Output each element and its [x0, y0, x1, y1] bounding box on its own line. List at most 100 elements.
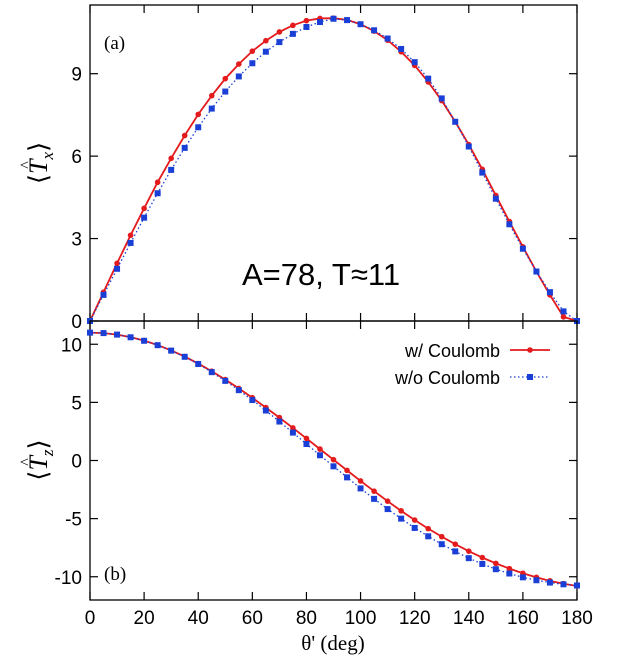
point-b-0	[384, 498, 391, 504]
ylabel-b-sub: z	[38, 449, 57, 457]
point-a-1	[533, 268, 540, 275]
point-b-1	[330, 463, 337, 470]
svg-text:⟨Tx⟩: ⟨Tx⟩	[24, 142, 57, 184]
point-b-1	[303, 440, 310, 447]
point-b-1	[479, 560, 486, 567]
point-a-0	[114, 260, 120, 267]
point-b-1	[533, 577, 540, 584]
x-tick-label: 60	[242, 608, 263, 629]
point-b-1	[344, 474, 351, 481]
point-a-1	[438, 95, 445, 102]
y-tick-label-b: 5	[71, 393, 82, 414]
y-tick-label-b: -10	[55, 568, 82, 589]
point-b-1	[208, 369, 215, 376]
point-b-1	[425, 533, 432, 540]
x-tick-label: 100	[345, 608, 377, 629]
point-a-1	[425, 75, 432, 82]
point-a-1	[519, 245, 526, 252]
point-b-1	[560, 581, 567, 588]
point-a-0	[154, 179, 161, 186]
point-a-1	[249, 60, 256, 67]
point-a-1	[289, 30, 296, 37]
point-b-0	[371, 488, 377, 494]
point-a-0	[560, 314, 567, 320]
point-b-1	[384, 506, 391, 513]
point-b-0	[398, 508, 404, 514]
legend-label-1: w/o Coulomb	[394, 368, 500, 388]
point-a-0	[208, 92, 215, 99]
point-b-1	[168, 347, 175, 354]
point-b-0	[411, 517, 418, 523]
panel-a-ylabel: ⟨Tx⟩ ^	[18, 142, 57, 184]
point-a-0	[127, 232, 134, 239]
point-a-0	[141, 205, 147, 212]
point-a-1	[154, 190, 161, 197]
point-b-1	[249, 397, 256, 404]
x-tick-label: 160	[507, 608, 539, 629]
point-a-1	[357, 21, 364, 28]
point-a-1	[303, 23, 310, 30]
point-a-1	[222, 88, 229, 95]
point-a-1	[452, 118, 459, 125]
panel-a: 0 3 6 9 (a) A=78, T≈11 ⟨Tx⟩ ^	[18, 4, 580, 333]
point-b-0	[479, 554, 486, 561]
point-b-1	[316, 452, 323, 459]
point-b-0	[425, 525, 431, 532]
y-tick-label-a: 0	[71, 312, 82, 333]
point-a-1	[344, 17, 351, 24]
point-a-1	[181, 144, 188, 151]
point-a-1	[168, 166, 175, 173]
point-b-1	[398, 515, 405, 522]
svg-text:⟨Tz⟩: ⟨Tz⟩	[24, 439, 57, 480]
y-tick-label-b: 10	[61, 335, 82, 356]
point-a-0	[181, 132, 188, 139]
point-b-1	[519, 574, 526, 581]
point-a-1	[208, 105, 215, 112]
annotation: A=78, T≈11	[242, 257, 400, 292]
x-tick-label: 40	[188, 608, 209, 629]
point-b-1	[452, 548, 459, 555]
point-b-1	[438, 541, 445, 548]
ylabel-a-sub: x	[38, 152, 57, 161]
point-b-0	[465, 548, 472, 554]
point-b-1	[235, 387, 242, 394]
x-tick-label: 120	[399, 608, 431, 629]
y-tick-label-a: 3	[71, 230, 82, 251]
point-b-1	[546, 579, 553, 586]
point-a-0	[236, 61, 242, 67]
legend-label-0: w/ Coulomb	[404, 341, 500, 361]
ylabel-b-base: T	[24, 455, 53, 471]
point-a-1	[235, 73, 242, 80]
y-tick-label-a: 6	[71, 147, 82, 168]
point-a-0	[195, 111, 202, 118]
y-tick-label-b: 0	[71, 452, 82, 473]
y-tick-label-a: 9	[71, 65, 82, 86]
x-tick-label: 140	[453, 608, 485, 629]
panel-b-series	[87, 329, 580, 589]
point-a-1	[384, 35, 391, 42]
point-a-1	[316, 19, 323, 26]
point-a-0	[222, 75, 229, 82]
point-b-1	[506, 570, 513, 577]
x-axis-label: θ' (deg)	[301, 631, 364, 655]
point-b-1	[87, 329, 93, 336]
point-b-0	[452, 541, 459, 547]
point-b-1	[411, 524, 418, 531]
point-b-1	[574, 582, 580, 589]
point-b-0	[330, 456, 337, 463]
point-a-1	[492, 195, 499, 202]
point-b-1	[222, 377, 229, 384]
point-b-0	[438, 533, 445, 540]
x-tick-label: 20	[134, 608, 155, 629]
panel-a-label: (a)	[104, 33, 125, 54]
point-b-1	[181, 353, 188, 360]
point-b-1	[276, 418, 283, 425]
point-a-1	[506, 221, 513, 228]
panel-b-ylabel: ⟨Tz⟩ ^	[18, 439, 57, 480]
point-b-1	[492, 566, 499, 573]
point-b-1	[195, 361, 202, 368]
point-b-1	[127, 334, 134, 341]
